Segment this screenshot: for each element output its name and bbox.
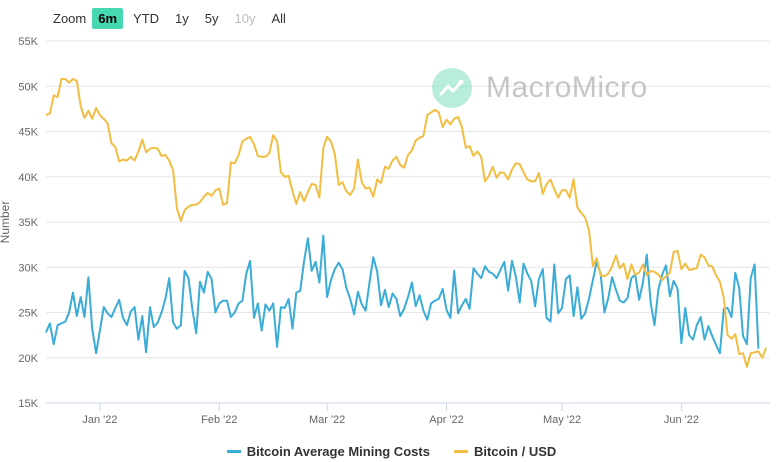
chart-series xyxy=(45,78,768,368)
range-button-all[interactable]: All xyxy=(271,10,286,26)
range-selector: Zoom 6m YTD 1y 5y 10y All xyxy=(0,6,296,30)
range-button-ytd[interactable]: YTD xyxy=(133,10,160,26)
range-button-5y[interactable]: 5y xyxy=(204,10,219,26)
x-tick-label: Apr '22 xyxy=(429,414,464,426)
series-line-mining-costs xyxy=(45,234,760,355)
y-tick-label: 20K xyxy=(18,353,38,365)
range-button-10y[interactable]: 10y xyxy=(234,10,256,26)
chart-gridlines xyxy=(46,40,770,404)
y-tick-label: 55K xyxy=(18,36,38,48)
x-axis: Jan '22 Feb '22 Mar '22 Apr '22 May '22 Jun '… xyxy=(46,402,770,426)
x-tick-label: Jun '22 xyxy=(664,414,699,426)
macromicro-logo-icon xyxy=(432,68,472,108)
legend-item-btc-usd[interactable]: Bitcoin / USD xyxy=(453,443,557,459)
legend-swatch-mining-costs xyxy=(226,449,241,453)
y-axis-label: Number xyxy=(0,201,12,244)
y-tick-label: 30K xyxy=(18,262,38,274)
x-tick-label: Mar '22 xyxy=(309,414,345,426)
x-tick-label: May '22 xyxy=(543,414,581,426)
range-button-6m[interactable]: 6m xyxy=(92,7,124,29)
watermark-text: MacroMicro xyxy=(486,71,648,104)
legend-label-btc-usd: Bitcoin / USD xyxy=(473,443,557,459)
chart-legend: Bitcoin Average Mining Costs Bitcoin / U… xyxy=(0,440,783,462)
series-line-btc-usd xyxy=(45,78,768,368)
y-tick-label: 15K xyxy=(18,398,38,410)
x-tick-label: Feb '22 xyxy=(201,414,237,426)
y-tick-label: 50K xyxy=(18,81,38,93)
zoom-label: Zoom xyxy=(53,10,87,26)
watermark: MacroMicro xyxy=(432,68,648,108)
legend-label-mining-costs: Bitcoin Average Mining Costs xyxy=(246,443,430,459)
y-tick-label: 40K xyxy=(18,172,38,184)
y-tick-label: 25K xyxy=(18,308,38,320)
legend-item-mining-costs[interactable]: Bitcoin Average Mining Costs xyxy=(226,443,430,459)
x-tick-label: Jan '22 xyxy=(82,414,117,426)
y-tick-label: 45K xyxy=(18,127,38,139)
y-axis: 15K 20K 25K 30K 35K 40K 45K 50K 55K xyxy=(18,36,38,410)
legend-swatch-btc-usd xyxy=(453,449,468,453)
y-tick-label: 35K xyxy=(18,217,38,229)
range-button-1y[interactable]: 1y xyxy=(175,10,189,26)
